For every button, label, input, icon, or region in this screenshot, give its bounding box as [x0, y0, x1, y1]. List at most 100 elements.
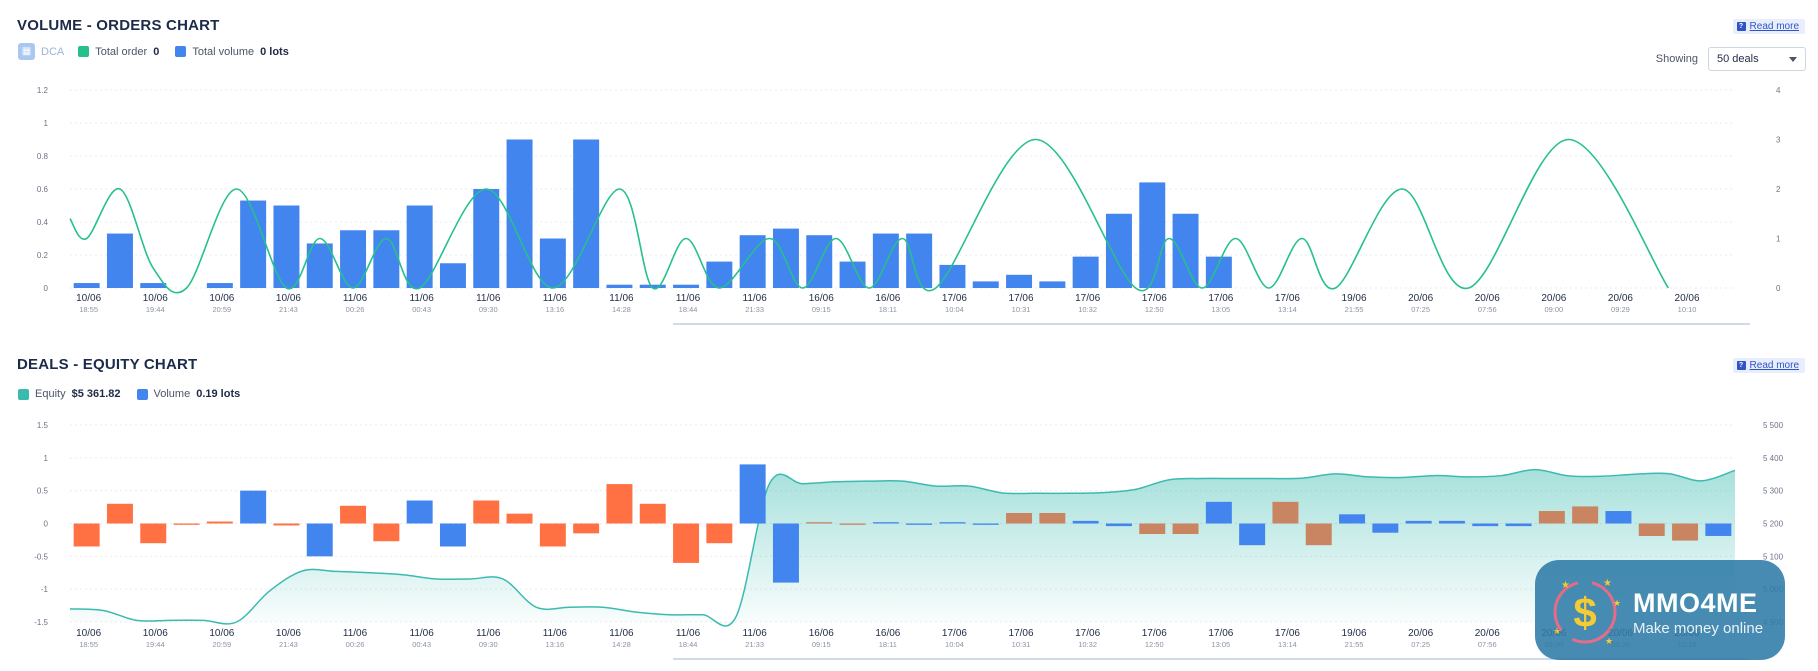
x-tick-date: 11/06: [476, 293, 501, 304]
deal-bar: [240, 490, 267, 524]
x-tick-date: 11/06: [543, 628, 568, 639]
x-tick-date: 10/06: [76, 293, 101, 304]
x-tick-time: 21:55: [1345, 640, 1364, 649]
deal-bar: [1638, 523, 1665, 536]
read-more-label: Read more: [1749, 21, 1799, 32]
x-tick-time: 18:44: [679, 305, 698, 314]
total-volume-value: 0 lots: [260, 45, 289, 58]
x-tick-time: 10:31: [1012, 305, 1031, 314]
orders-line: [69, 138, 1670, 294]
x-tick-date: 16/06: [875, 628, 900, 639]
x-tick-date: 20/06: [1408, 293, 1433, 304]
deal-bar: [739, 464, 766, 524]
y-right-tick: 5 500: [1763, 421, 1784, 430]
x-tick-time: 09:15: [812, 640, 831, 649]
x-tick-time: 18:11: [879, 305, 897, 314]
x-tick-date: 10/06: [143, 293, 168, 304]
volume-bar: [73, 283, 100, 288]
volume-bar: [539, 238, 566, 288]
deals-volume-label[interactable]: Volume: [153, 388, 191, 400]
deal-bar: [1039, 512, 1066, 524]
watermark-tagline: Make money online: [1633, 620, 1764, 637]
deal-bar: [706, 523, 733, 544]
deal-bar: [1305, 523, 1332, 546]
grid-icon[interactable]: ▦: [18, 43, 35, 60]
x-tick-time: 00:26: [346, 640, 365, 649]
x-tick-date: 10/06: [209, 293, 234, 304]
deal-bar: [772, 523, 799, 583]
deal-bar: [306, 523, 333, 557]
total-order-label[interactable]: Total order: [95, 45, 148, 58]
x-tick-date: 17/06: [1142, 628, 1167, 639]
x-tick-date: 10/06: [276, 293, 301, 304]
volume-bar: [606, 284, 633, 288]
x-tick-date: 11/06: [410, 293, 435, 304]
x-tick-date: 16/06: [875, 293, 900, 304]
equity-label[interactable]: Equity: [35, 388, 66, 400]
x-tick-date: 10/06: [143, 628, 168, 639]
x-tick-time: 18:44: [679, 640, 698, 649]
x-tick-time: 12:50: [1145, 305, 1164, 314]
deals-count-selector: Showing 50 deals: [1656, 47, 1806, 71]
total-volume-label[interactable]: Total volume: [192, 45, 255, 58]
x-tick-time: 13:14: [1278, 640, 1297, 649]
y-right-tick: 5 200: [1763, 520, 1784, 529]
x-tick-date: 11/06: [676, 293, 701, 304]
x-tick-date: 20/06: [1475, 628, 1500, 639]
x-tick-time: 07:56: [1478, 640, 1497, 649]
x-tick-time: 09:15: [812, 305, 831, 314]
x-tick-date: 17/06: [1275, 293, 1300, 304]
x-tick-date: 11/06: [476, 628, 501, 639]
deal-bar: [939, 522, 966, 524]
dca-toggle[interactable]: DCA: [41, 45, 65, 58]
deal-bar: [273, 523, 300, 526]
x-tick-time: 21:33: [745, 305, 764, 314]
x-tick-time: 21:55: [1345, 305, 1364, 314]
deals-count-select[interactable]: 50 deals: [1708, 47, 1806, 71]
volume-bar: [673, 284, 700, 288]
y-left-tick: 0.4: [37, 218, 49, 227]
x-tick-date: 11/06: [609, 293, 634, 304]
deal-bar: [839, 523, 866, 525]
deal-bar: [173, 523, 200, 525]
x-tick-date: 11/06: [743, 628, 768, 639]
volume-bar: [872, 233, 899, 288]
x-tick-time: 09:30: [479, 305, 498, 314]
equity-swatch[interactable]: [18, 388, 29, 400]
deal-bar: [373, 523, 400, 542]
total-order-swatch[interactable]: [78, 46, 90, 57]
y-left-tick: -1: [41, 585, 49, 594]
volume-bar: [140, 283, 167, 288]
x-tick-time: 13:05: [1211, 305, 1230, 314]
help-icon: ?: [1736, 22, 1746, 31]
y-right-tick: 3: [1776, 136, 1781, 145]
x-tick-date: 10/06: [76, 628, 101, 639]
deal-bar: [1572, 506, 1599, 524]
deals-volume-swatch[interactable]: [136, 388, 148, 400]
dollar-logo-icon: $ ★ ★ ★ ★ ★: [1553, 578, 1621, 646]
x-tick-date: 20/06: [1675, 293, 1700, 304]
total-volume-swatch[interactable]: [175, 46, 187, 57]
x-tick-time: 13:16: [545, 305, 564, 314]
x-tick-date: 10/06: [276, 628, 301, 639]
x-tick-date: 19/06: [1342, 293, 1367, 304]
volume-bar: [573, 139, 600, 288]
deals-count-value: 50 deals: [1717, 53, 1759, 65]
volume-bar: [906, 233, 933, 288]
deal-bars: [73, 464, 1732, 583]
volume-bars: [73, 139, 1232, 288]
x-tick-time: 20:59: [212, 640, 231, 649]
deal-bar: [1372, 523, 1399, 533]
read-more-label: Read more: [1749, 360, 1799, 371]
deals-read-more-link[interactable]: ? Read more: [1732, 358, 1805, 373]
svg-text:★: ★: [1605, 636, 1613, 646]
deal-bar: [1438, 520, 1465, 524]
deal-bar: [1505, 523, 1532, 527]
volume-bar: [1072, 256, 1099, 288]
y-left-tick: 1.2: [37, 86, 49, 95]
deal-bar: [106, 503, 133, 524]
volume-read-more-link[interactable]: ? Read more: [1732, 19, 1805, 34]
x-tick-time: 09:00: [1544, 305, 1563, 314]
x-tick-date: 11/06: [609, 628, 634, 639]
